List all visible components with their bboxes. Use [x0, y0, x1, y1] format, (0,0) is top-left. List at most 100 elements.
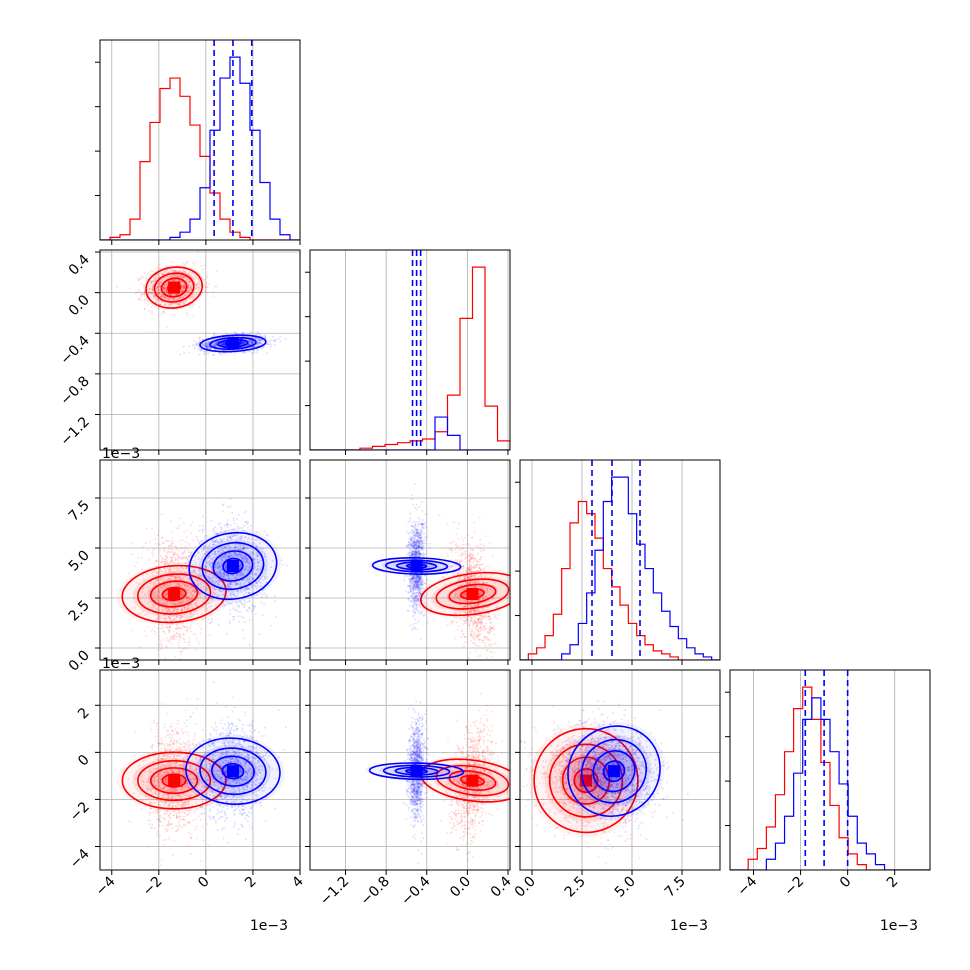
scatter-point — [176, 293, 179, 296]
scatter-point — [198, 336, 201, 339]
scatter-point — [203, 345, 206, 348]
scatter-point — [205, 345, 208, 348]
scatter-point — [178, 662, 180, 664]
scatter-point — [159, 292, 162, 295]
scatter-point — [450, 620, 453, 623]
scatter-point — [183, 616, 186, 619]
scatter-point — [169, 274, 172, 277]
scatter-point — [164, 291, 167, 294]
scatter-point — [153, 630, 156, 633]
scatter-point — [175, 566, 178, 569]
scatter-point — [175, 603, 178, 606]
scatter-point — [142, 285, 145, 288]
scatter-point — [491, 676, 493, 678]
scatter-point — [178, 304, 181, 307]
scatter-point — [186, 547, 189, 550]
scatter-point — [143, 292, 146, 295]
scatter-point — [240, 340, 243, 343]
scatter-point — [216, 333, 219, 336]
scatter-point — [200, 628, 203, 631]
scatter-point — [215, 343, 218, 346]
scatter-point — [179, 650, 182, 653]
scatter-point — [163, 559, 166, 562]
scatter-point — [237, 604, 240, 607]
scatter-point — [217, 523, 220, 526]
scatter-point — [178, 633, 181, 636]
scatter-point — [248, 343, 251, 346]
scatter-point — [150, 290, 153, 293]
scatter-point — [265, 533, 268, 536]
scatter-point — [256, 339, 259, 342]
scatter-point — [199, 349, 202, 352]
scatter-point — [180, 547, 183, 550]
scatter-point — [473, 662, 475, 664]
scatter-point — [150, 630, 153, 633]
scatter-point — [155, 278, 158, 281]
scatter-point — [172, 297, 175, 300]
scatter-point — [462, 569, 465, 572]
scatter-point — [151, 287, 154, 290]
scatter-point — [170, 268, 173, 271]
scatter-point — [193, 278, 196, 281]
scatter-point — [180, 281, 183, 284]
scatter-point — [204, 344, 207, 347]
scatter-point — [174, 302, 177, 305]
scatter-point — [166, 283, 169, 286]
scatter-point — [477, 552, 480, 555]
scatter-point — [149, 287, 152, 290]
scatter-point — [155, 607, 158, 610]
scatter-point — [267, 343, 270, 346]
scatter-point — [214, 344, 217, 347]
scatter-point — [252, 345, 255, 348]
scatter-point — [240, 342, 243, 345]
scatter-point — [148, 287, 151, 290]
scatter-point — [166, 639, 169, 642]
scatter-point — [176, 302, 179, 305]
scatter-point — [178, 641, 181, 644]
scatter-point — [159, 285, 162, 288]
scatter-point — [258, 338, 261, 341]
scatter-point — [198, 340, 201, 343]
scatter-point — [221, 343, 224, 346]
scatter-point — [189, 626, 192, 629]
scatter-point — [491, 554, 494, 557]
scatter-point — [175, 602, 178, 605]
scatter-point — [188, 273, 191, 276]
scatter-point — [223, 342, 226, 345]
scatter-point — [137, 556, 140, 559]
scatter-point — [164, 558, 167, 561]
scatter-point — [206, 345, 209, 348]
scatter-point — [186, 290, 189, 293]
scatter-point — [210, 620, 213, 623]
scatter-point — [177, 555, 180, 558]
scatter-point — [183, 606, 186, 609]
scatter-point — [166, 290, 169, 293]
scatter-point — [171, 279, 174, 282]
scatter-point — [488, 639, 491, 642]
scatter-point — [464, 641, 467, 644]
scatter-point — [186, 312, 189, 315]
scatter-point — [220, 342, 223, 345]
scatter-point — [156, 266, 159, 269]
scatter-point — [187, 273, 190, 276]
scatter-point — [212, 353, 215, 356]
scatter-point — [193, 340, 196, 343]
scatter-point — [172, 299, 175, 302]
scatter-point — [181, 290, 184, 293]
scatter-point — [248, 343, 251, 346]
scatter-point — [175, 298, 178, 301]
scatter-point — [156, 287, 159, 290]
scatter-point — [162, 548, 165, 551]
contour-b — [209, 336, 257, 351]
scatter-point — [171, 637, 174, 640]
scatter-point — [178, 525, 181, 528]
scatter-point — [193, 295, 196, 298]
scatter-point — [183, 352, 186, 355]
scatter-point — [173, 610, 176, 613]
scatter-point — [163, 290, 166, 293]
scatter-point — [168, 551, 171, 554]
scatter-point — [210, 605, 213, 608]
scatter-point — [198, 305, 201, 308]
scatter-point — [243, 341, 246, 344]
scatter-point — [243, 341, 246, 344]
